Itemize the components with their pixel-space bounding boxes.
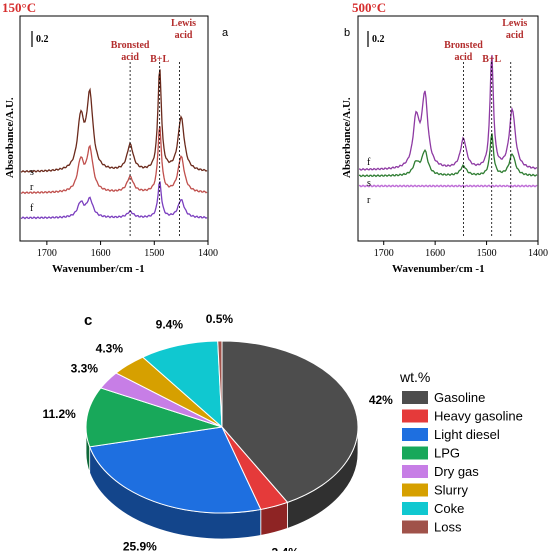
pie-label-lpg: 11.2% — [42, 407, 76, 421]
bronsted-label: Bronsted — [444, 40, 483, 51]
pie-label-coke: 9.4% — [156, 318, 184, 332]
legend-swatch-slurry — [402, 483, 428, 497]
panel-a-scale-label: 0.2 — [36, 34, 49, 45]
pie-labels: 42% 3.4% 25.9% 11.2% 3.3% 4.3% 9.4% 0.5% — [42, 312, 393, 551]
panel-c: c 42% 3.4% 25.9% 11.2% 3.3% 4.3% 9.4% 0.5% wt.%… — [42, 312, 522, 551]
tick-label-1500: 1500 — [144, 248, 164, 259]
legend-swatch-loss — [402, 520, 428, 534]
spectrum-s — [20, 69, 208, 173]
spectrum-r — [358, 184, 538, 188]
curve-label-r: r — [367, 195, 371, 206]
panel-a: 150°C a 0.2 Absorbance/A.U. Wavenumber/c… — [2, 0, 229, 275]
panel-b-curves: fsr — [358, 55, 538, 206]
spectrum-series-1 — [358, 133, 538, 178]
curve-label-s: s — [367, 178, 371, 189]
pie-slice-coke — [141, 340, 223, 429]
lewis-acid-label: acid — [175, 30, 193, 41]
tick-label-1700: 1700 — [374, 248, 394, 259]
bronsted-acid-label: acid — [455, 52, 473, 63]
lewis-label: Lewis — [502, 18, 527, 29]
legend-label-light-diesel: Light diesel — [434, 427, 500, 442]
spectrum-f — [20, 181, 208, 220]
pie-label-dry-gas: 3.3% — [71, 361, 99, 375]
panel-b-frame — [357, 15, 539, 242]
pie-label-loss: 0.5% — [206, 312, 234, 326]
curve-label-s: s — [30, 167, 34, 178]
legend: wt.% Gasoline Heavy gasoline Light diesel L… — [399, 369, 523, 535]
panel-b-ylabel: Absorbance/A.U. — [341, 97, 353, 178]
legend-label-slurry: Slurry — [434, 483, 468, 498]
pie-label-gasoline: 42% — [369, 393, 393, 407]
tick-label-1600: 1600 — [425, 248, 445, 259]
panel-a-ylabel: Absorbance/A.U. — [4, 97, 16, 178]
legend-label-loss: Loss — [434, 520, 462, 535]
legend-swatch-coke — [402, 502, 428, 515]
tick-label-1500: 1500 — [477, 248, 497, 259]
pie-label-light-diesel: 25.9% — [123, 539, 157, 551]
lewis-label: Lewis — [171, 18, 196, 29]
bl-label: B+L — [150, 54, 169, 65]
panel-b: 500°C b 0.2 Absorbance/A.U. Wavenumber/c… — [341, 0, 548, 275]
curve-label-f: f — [30, 203, 34, 214]
legend-label-lpg: LPG — [434, 446, 460, 461]
legend-title: wt.% — [399, 369, 430, 385]
tick-label-1600: 1600 — [91, 248, 111, 259]
panel-a-xlabel: Wavenumber/cm -1 — [52, 263, 145, 275]
panel-a-ticks: 1700 1600 1500 1400 — [37, 241, 218, 259]
pie-slice-loss — [217, 340, 223, 428]
pie-slice-gasoline — [221, 340, 359, 503]
pie-slice-lpg — [85, 387, 223, 448]
legend-label-heavy-gasoline: Heavy gasoline — [434, 409, 523, 424]
pie-label-slurry: 4.3% — [96, 342, 124, 356]
tick-label-1700: 1700 — [37, 248, 57, 259]
pie-chart — [85, 340, 359, 540]
panel-a-letter: a — [222, 27, 229, 39]
legend-swatch-heavy-gasoline — [402, 409, 428, 423]
panel-b-letter: b — [344, 27, 350, 39]
panel-a-curves: srf — [20, 69, 208, 220]
lewis-acid-label: acid — [506, 30, 524, 41]
pie-label-heavy-gasoline: 3.4% — [272, 546, 300, 551]
legend-label-coke: Coke — [434, 501, 464, 516]
tick-label-1400: 1400 — [198, 248, 218, 259]
bronsted-label: Bronsted — [111, 40, 150, 51]
legend-swatch-dry-gas — [402, 465, 428, 478]
curve-label-r: r — [30, 182, 34, 193]
panel-b-scale-label: 0.2 — [372, 34, 385, 45]
panel-b-xlabel: Wavenumber/cm -1 — [392, 263, 485, 275]
tick-label-1400: 1400 — [528, 248, 548, 259]
spectrum-f — [358, 55, 538, 171]
legend-label-dry-gas: Dry gas — [434, 464, 479, 479]
curve-label-f: f — [367, 157, 371, 168]
panel-b-ticks: 1700 1600 1500 1400 — [374, 241, 548, 259]
pie-slice-light-diesel — [88, 426, 262, 514]
legend-swatch-gasoline — [402, 391, 428, 404]
spectrum-r — [20, 126, 208, 195]
panel-b-temp: 500°C — [352, 0, 386, 15]
bronsted-acid-label: acid — [121, 52, 139, 63]
panel-a-frame — [19, 15, 209, 242]
legend-swatch-light-diesel — [402, 428, 428, 441]
bl-label: B+L — [482, 54, 501, 65]
panel-c-letter: c — [84, 312, 92, 329]
panel-a-temp: 150°C — [2, 0, 36, 15]
legend-swatch-lpg — [402, 446, 428, 460]
legend-label-gasoline: Gasoline — [434, 390, 485, 405]
